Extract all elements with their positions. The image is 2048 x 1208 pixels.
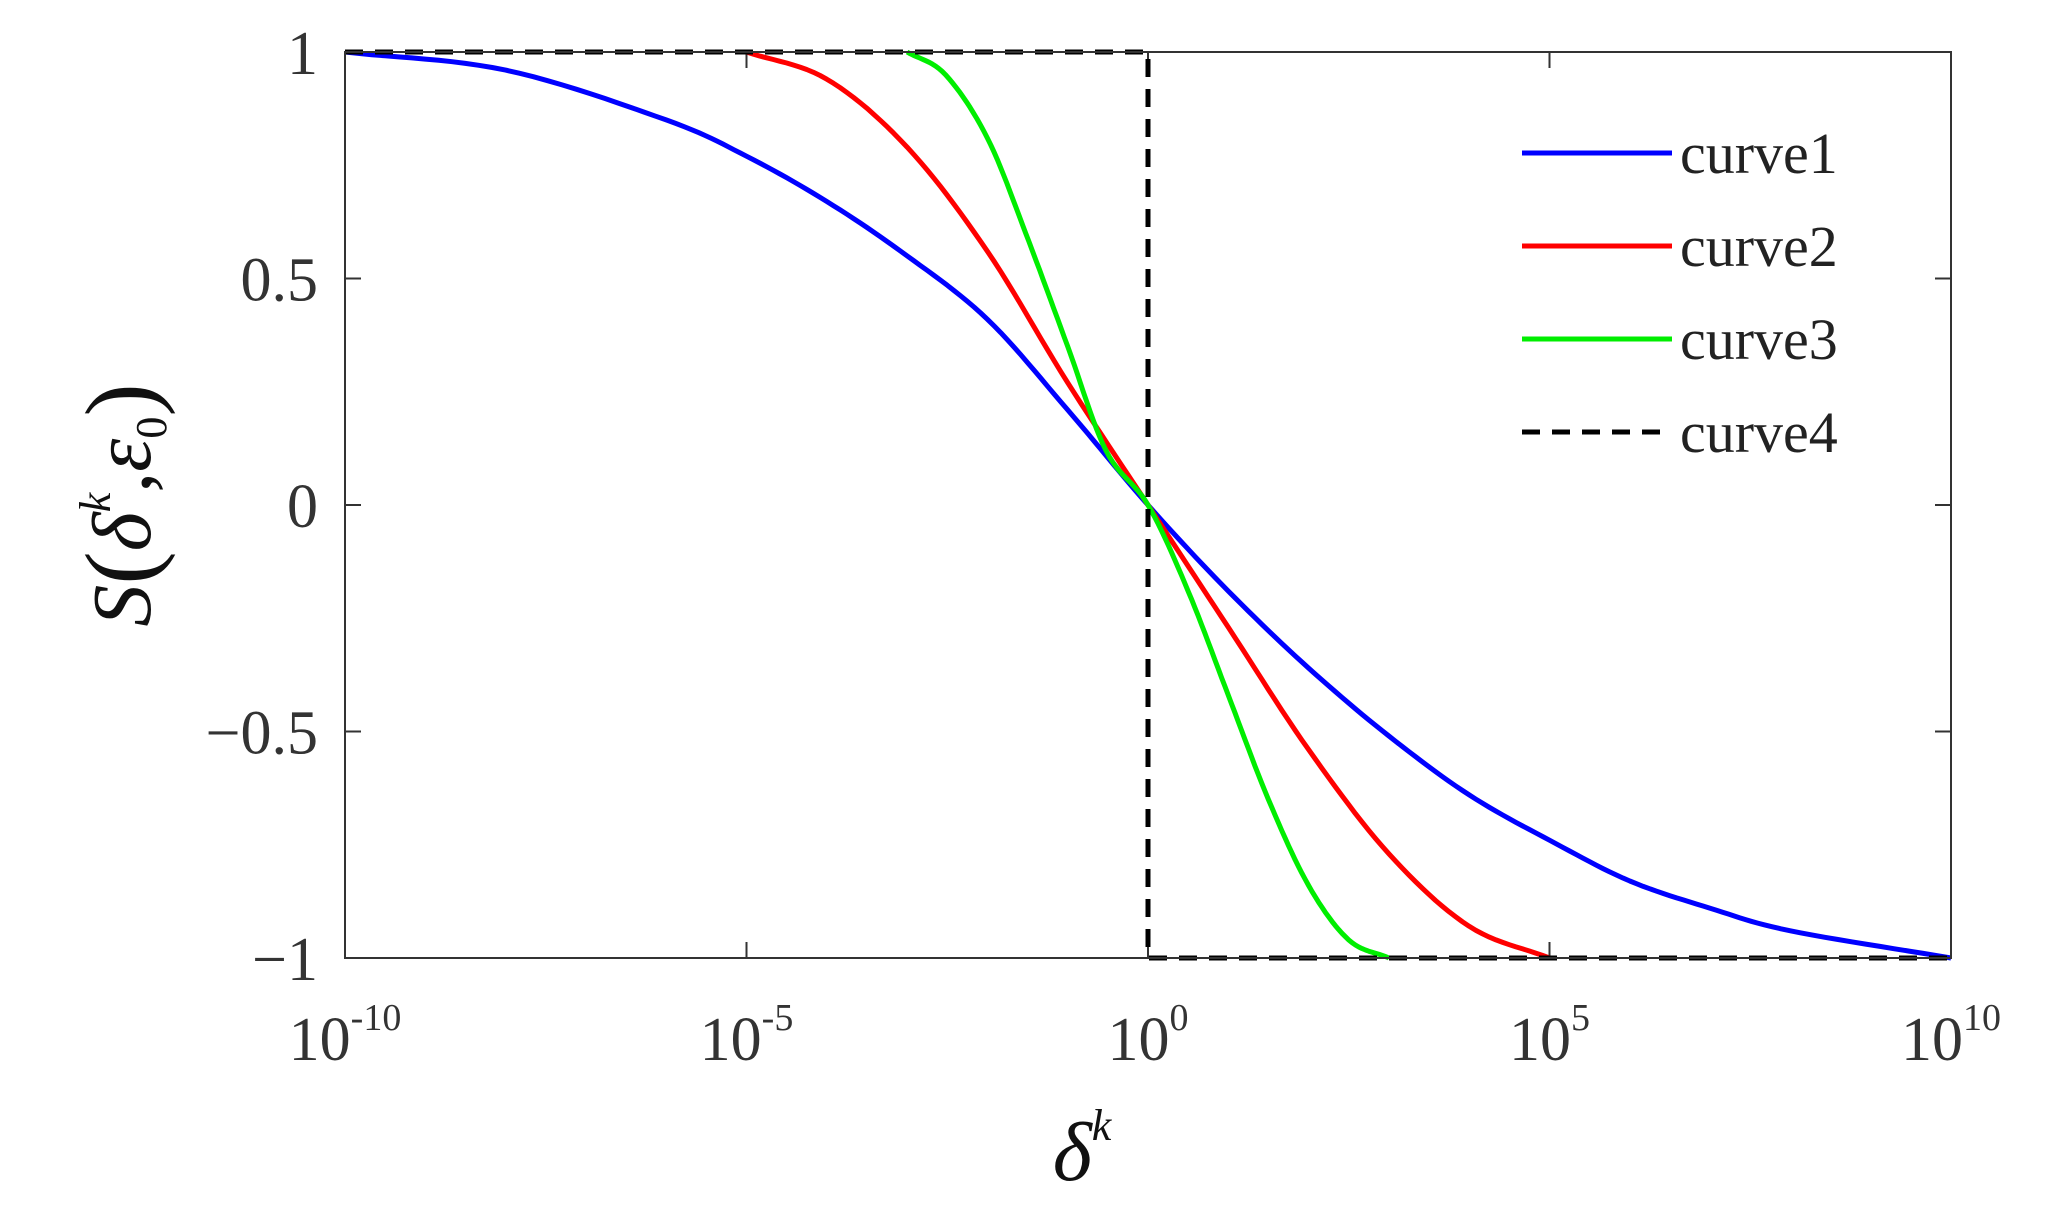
y-axis-label-rparen: )	[65, 383, 176, 416]
x-tick-label-exp-0: -10	[351, 997, 402, 1039]
x-tick-label-exp-1: -5	[762, 997, 794, 1039]
legend: curve1 curve2 curve3 curve4	[1522, 121, 1838, 465]
y-axis-label: S(δk,ε0)	[65, 383, 176, 626]
legend-label-curve3: curve3	[1680, 307, 1838, 372]
x-tick-labels: 10-10 10-5 100 105 1010	[289, 997, 2001, 1074]
x-tick-label-0: 10-10	[289, 997, 402, 1074]
x-tick-label-2: 100	[1108, 997, 1189, 1074]
plot-frame	[344, 51, 1952, 959]
y-tick-labels: 1 0.5 0 −0.5 −1	[206, 20, 318, 994]
y-axis-label-arg1-sup: k	[71, 491, 120, 512]
x-tick-label-4: 1010	[1901, 997, 2001, 1074]
x-axis-label: δk	[1053, 1101, 1113, 1199]
x-tick-label-base-2: 10	[1108, 1006, 1170, 1074]
y-axis-label-lparen: (	[65, 551, 176, 584]
x-tick-label-base-0: 10	[289, 1006, 351, 1074]
x-axis-label-sup: k	[1092, 1101, 1113, 1150]
y-axis-label-arg2: ε	[76, 438, 169, 472]
x-tick-label-1: 10-5	[700, 997, 794, 1074]
y-tick-label-4: −1	[252, 926, 318, 994]
legend-label-curve2: curve2	[1680, 214, 1838, 279]
legend-label-curve4: curve4	[1680, 400, 1838, 465]
svg-text:S(δk,ε0): S(δk,ε0)	[65, 383, 176, 626]
y-tick-label-1: 0.5	[241, 247, 319, 315]
x-axis-label-base: δ	[1053, 1106, 1094, 1199]
y-axis-label-fn: S	[76, 585, 169, 627]
y-axis-label-arg1: δ	[76, 510, 169, 551]
x-tick-label-base-3: 10	[1509, 1006, 1571, 1074]
x-tick-label-3: 105	[1509, 997, 1590, 1074]
series-line-curve3	[905, 49, 1390, 961]
x-tick-label-exp-3: 5	[1571, 997, 1590, 1039]
x-tick-label-exp-2: 0	[1170, 997, 1189, 1039]
x-tick-label-base-4: 10	[1901, 1006, 1963, 1074]
x-tick-label-exp-4: 10	[1963, 997, 2001, 1039]
y-axis-label-arg2-sub: 0	[127, 417, 176, 439]
y-tick-label-2: 0	[287, 473, 318, 541]
series-line-curve1	[344, 49, 1952, 961]
legend-label-curve1: curve1	[1680, 121, 1838, 186]
y-axis-label-sep: ,	[76, 472, 169, 493]
y-tick-label-0: 1	[287, 20, 318, 88]
x-tick-label-base-1: 10	[700, 1006, 762, 1074]
y-tick-label-3: −0.5	[206, 700, 318, 768]
